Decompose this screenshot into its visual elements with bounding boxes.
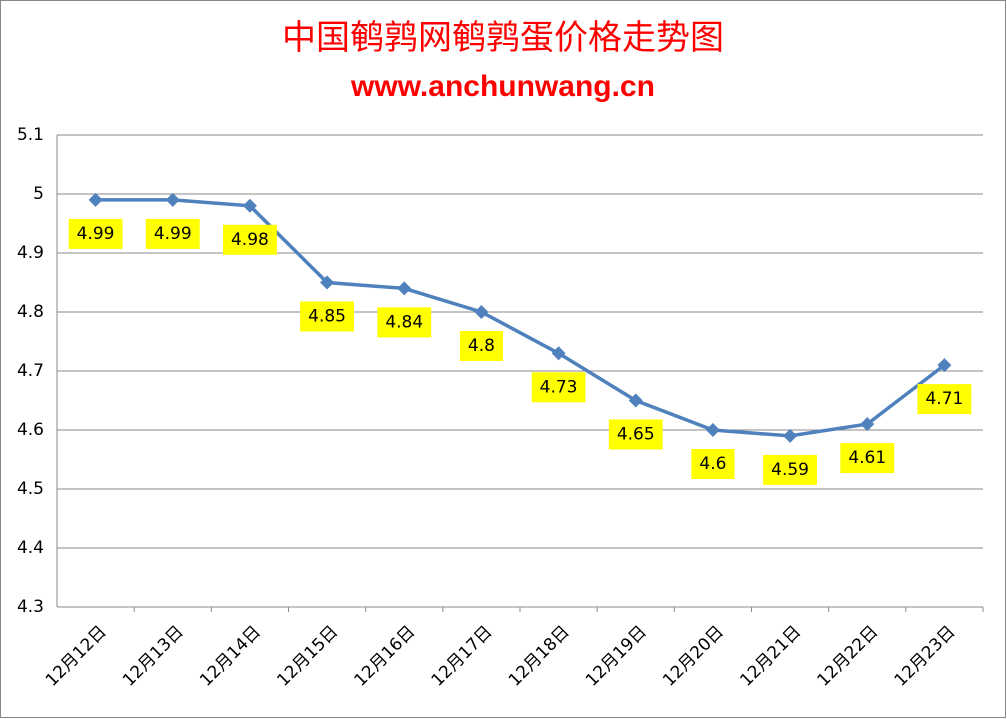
data-label: 4.85 <box>308 307 346 327</box>
data-label: 4.71 <box>925 389 963 409</box>
data-label-bg <box>840 443 895 474</box>
marker <box>242 198 257 213</box>
chart-title: 中国鹌鹑网鹌鹑蛋价格走势图 <box>282 18 724 58</box>
chart-subtitle: www.anchunwang.cn <box>350 70 655 103</box>
data-label: 4.98 <box>231 230 269 250</box>
marker <box>783 428 798 443</box>
y-tick-label: 5 <box>33 184 44 204</box>
y-tick-label: 4.8 <box>17 302 44 322</box>
data-label-bg <box>68 218 123 249</box>
marker <box>860 417 875 432</box>
data-label: 4.73 <box>540 377 578 397</box>
y-tick-label: 5.1 <box>17 125 44 145</box>
y-tick-label: 4.6 <box>17 420 44 440</box>
data-label: 4.59 <box>771 460 809 480</box>
data-label-bg <box>917 384 972 415</box>
data-label-bg <box>377 307 432 338</box>
y-tick-label: 4.9 <box>17 243 44 263</box>
data-label: 4.61 <box>848 448 886 468</box>
marker <box>165 192 180 207</box>
marker <box>705 423 720 437</box>
marker <box>551 346 566 361</box>
data-label: 4.99 <box>154 224 192 244</box>
y-tick-label: 4.4 <box>17 538 44 558</box>
marker <box>320 275 335 290</box>
data-label: 4.84 <box>385 312 423 332</box>
y-tick-label: 4.7 <box>17 361 44 381</box>
data-label-bg <box>222 224 277 255</box>
data-label-bg <box>531 372 586 403</box>
data-label-bg <box>691 449 735 479</box>
data-label-bg <box>763 454 818 485</box>
marker <box>628 393 643 408</box>
y-tick-label: 4.3 <box>17 597 44 617</box>
data-label: 4.8 <box>468 336 495 356</box>
marker <box>937 358 952 373</box>
data-label-bg <box>145 218 200 249</box>
data-label: 4.65 <box>617 425 655 445</box>
data-label-bg <box>608 419 663 450</box>
data-label-bg <box>459 331 503 361</box>
y-tick-label: 4.5 <box>17 479 44 499</box>
marker <box>474 305 489 319</box>
marker <box>397 281 412 296</box>
data-label: 4.6 <box>699 454 726 474</box>
data-label-bg <box>300 301 355 332</box>
line <box>95 198 946 438</box>
marker <box>88 192 103 207</box>
data-label: 4.99 <box>77 224 115 244</box>
